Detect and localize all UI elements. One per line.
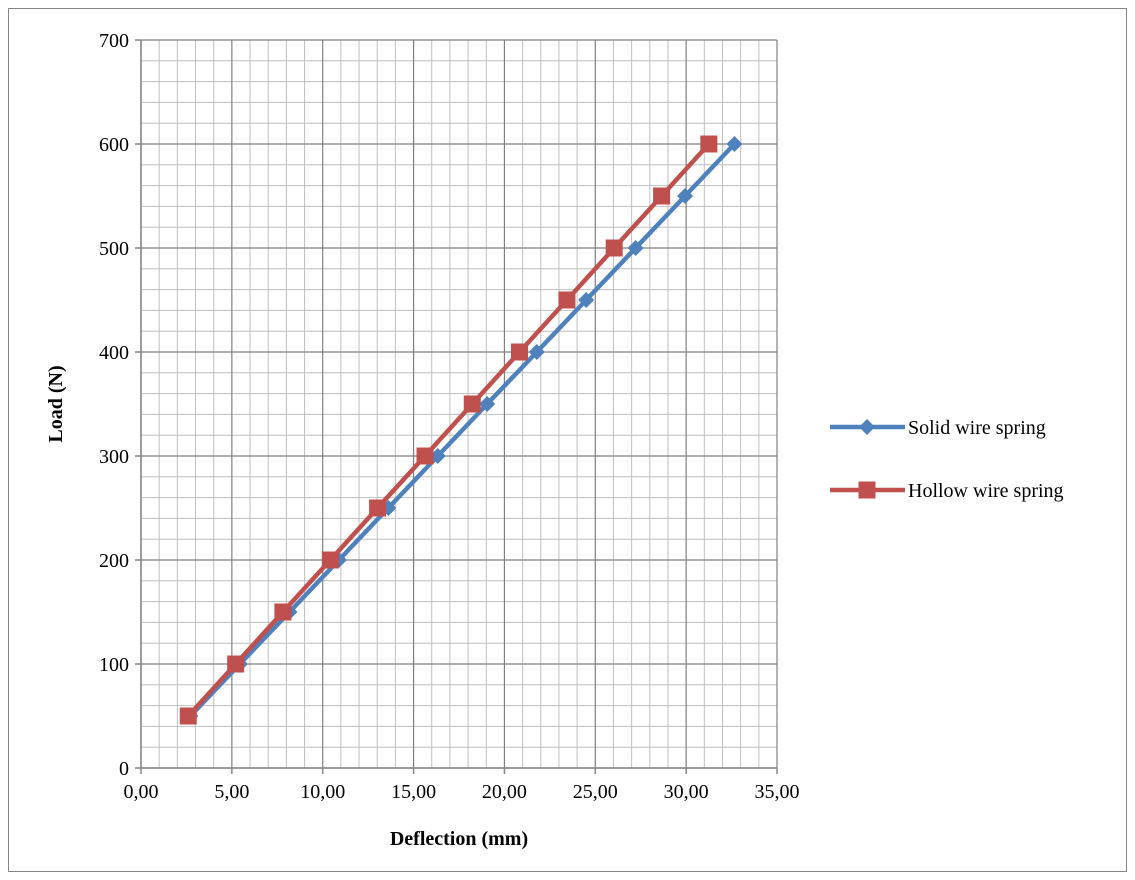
data-point — [627, 240, 644, 256]
y-tick-label: 500 — [99, 238, 129, 260]
x-tick-label: 25,00 — [573, 781, 618, 803]
legend: Solid wire spring Hollow wire spring — [830, 417, 1064, 502]
data-point — [416, 447, 434, 465]
x-tick-label: 35,00 — [755, 781, 800, 803]
legend-item-0: Solid wire spring — [830, 417, 1046, 439]
data-point — [369, 499, 387, 517]
x-tick-label: 15,00 — [391, 781, 436, 803]
series-line — [188, 142, 737, 718]
x-tick-label: 20,00 — [482, 781, 527, 803]
data-point — [321, 551, 339, 569]
data-point — [227, 655, 245, 673]
y-tick-label: 200 — [99, 550, 129, 572]
data-point — [653, 187, 671, 205]
grid — [140, 39, 778, 769]
data-point — [463, 395, 481, 413]
data-point — [605, 239, 623, 257]
x-axis-tick-labels: 0,00 5,00 10,00 15,00 20,00 25,00 30,00 35,00 — [124, 781, 800, 803]
data-point — [274, 603, 292, 621]
data-point — [700, 135, 718, 153]
data-point — [677, 188, 694, 204]
data-point — [179, 707, 197, 725]
data-point — [429, 448, 446, 464]
x-axis-title: Deflection (mm) — [390, 828, 528, 850]
x-tick-label: 0,00 — [124, 781, 159, 803]
data-point — [511, 343, 529, 361]
legend-item-1: Hollow wire spring — [830, 480, 1064, 502]
x-tick-label: 30,00 — [664, 781, 709, 803]
y-tick-label: 400 — [99, 342, 129, 364]
y-axis-tick-labels: 0 100 200 300 400 500 600 700 — [99, 30, 129, 780]
legend-label: Solid wire spring — [908, 417, 1046, 439]
chart-area — [8, 8, 1127, 872]
x-tick-label: 10,00 — [300, 781, 345, 803]
y-tick-label: 100 — [99, 654, 129, 676]
y-tick-label: 600 — [99, 134, 129, 156]
data-point — [558, 291, 576, 309]
data-point — [726, 136, 743, 152]
plot-series — [179, 135, 743, 725]
y-tick-label: 300 — [99, 446, 129, 468]
legend-swatch-marker — [859, 419, 875, 435]
legend-swatch-marker — [858, 481, 876, 499]
series-0 — [182, 136, 743, 724]
y-axis-title: Load (N) — [45, 365, 67, 442]
x-tick-label: 5,00 — [214, 781, 249, 803]
data-point — [528, 344, 545, 360]
y-tick-label: 700 — [99, 30, 129, 52]
series-1 — [179, 135, 718, 725]
data-point — [578, 292, 595, 308]
data-point — [479, 396, 496, 412]
y-tick-label: 0 — [119, 758, 129, 780]
series-line — [186, 142, 711, 718]
axes — [135, 39, 778, 774]
legend-label: Hollow wire spring — [908, 480, 1064, 502]
